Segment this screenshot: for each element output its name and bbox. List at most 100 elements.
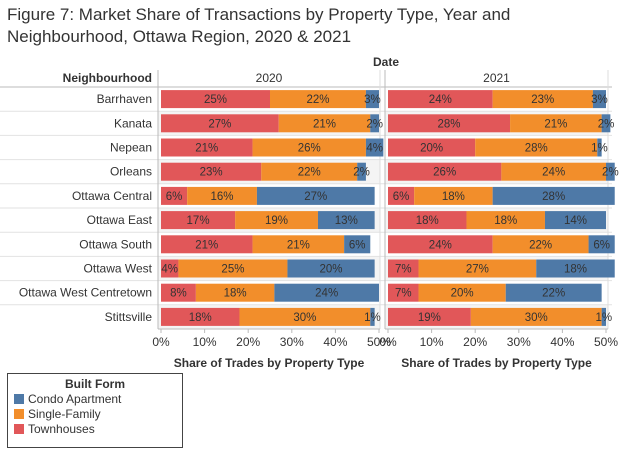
bar-2020-ottawa-central-condo-apartment (256, 186, 375, 205)
legend-label-single-family: Single-Family (28, 407, 101, 421)
bar-2021-stittsville-single-family (470, 307, 602, 326)
bar-2021-ottawa-south-condo-apartment (588, 235, 615, 254)
bar-2021-orleans-condo-apartment (606, 162, 615, 181)
data-label-2020-orleans-townhouses: 23% (200, 167, 223, 179)
bar-2021-kanata-condo-apartment (601, 114, 611, 133)
data-label-2020-ottawa-west-townhouses: 4% (161, 264, 178, 276)
legend-swatch-condo-apartment (14, 394, 24, 404)
bar-2021-barrhaven-condo-apartment (592, 90, 606, 109)
x-tick-label-2020: 20% (236, 335, 260, 349)
data-label-2020-ottawa-central-single-family: 16% (211, 191, 234, 203)
bar-2021-barrhaven-single-family (492, 90, 593, 109)
data-label-2021-ottawa-west-centretown-townhouses: 7% (395, 288, 412, 300)
x-tick-label-2021: 40% (550, 335, 574, 349)
bar-2021-orleans-townhouses (388, 162, 502, 181)
bar-2020-ottawa-west-townhouses (161, 259, 179, 278)
bar-2020-ottawa-west-centretown-single-family (195, 283, 275, 302)
row-header: Neighbourhood (63, 71, 152, 85)
bar-2021-ottawa-west-centretown-condo-apartment (505, 283, 602, 302)
bar-2021-ottawa-west-condo-apartment (536, 259, 615, 278)
bar-2021-ottawa-west-single-family (418, 259, 537, 278)
data-label-2021-nepean-condo-apartment: 1% (591, 143, 608, 155)
x-tick-label-2020: 40% (323, 335, 347, 349)
bar-2020-barrhaven-single-family (270, 90, 366, 109)
legend: Built Form Condo Apartment Single-Family… (7, 373, 183, 448)
data-label-2021-ottawa-west-townhouses: 7% (395, 264, 412, 276)
data-label-2020-kanata-townhouses: 27% (208, 118, 231, 130)
x-tick-label-2021: 10% (420, 335, 444, 349)
bar-2021-ottawa-west-townhouses (388, 259, 419, 278)
bar-2021-ottawa-east-townhouses (388, 211, 467, 230)
bar-2020-ottawa-south-townhouses (161, 235, 253, 254)
category-label-kanata: Kanata (114, 116, 152, 130)
bar-2020-nepean-townhouses (161, 138, 253, 157)
x-tick-label-2021: 50% (594, 335, 618, 349)
bar-2020-nepean-condo-apartment (365, 138, 384, 157)
bar-2020-ottawa-west-centretown-townhouses (161, 283, 196, 302)
category-label-ottawa-south: Ottawa South (79, 237, 152, 251)
legend-item-condo-apartment: Condo Apartment (14, 392, 121, 406)
bar-2020-barrhaven-condo-apartment (365, 90, 379, 109)
data-label-2021-stittsville-townhouses: 19% (418, 312, 441, 324)
bar-2020-orleans-condo-apartment (357, 162, 366, 181)
bar-2021-ottawa-east-condo-apartment (544, 211, 606, 230)
category-label-ottawa-east: Ottawa East (87, 213, 153, 227)
bar-2021-stittsville-condo-apartment (601, 307, 606, 326)
bar-2020-barrhaven-townhouses (161, 90, 270, 109)
bar-2021-nepean-condo-apartment (597, 138, 602, 157)
bar-2020-kanata-townhouses (161, 114, 279, 133)
data-label-2021-nepean-single-family: 28% (525, 143, 548, 155)
category-label-ottawa-west-centretown: Ottawa West Centretown (19, 286, 152, 300)
legend-label-townhouses: Townhouses (28, 422, 95, 436)
data-label-2021-kanata-condo-apartment: 2% (598, 118, 615, 130)
data-label-2020-ottawa-west-centretown-townhouses: 8% (170, 288, 187, 300)
data-label-2021-ottawa-east-single-family: 18% (494, 215, 517, 227)
bar-2020-stittsville-single-family (239, 307, 371, 326)
x-axis-label-2020: Share of Trades by Property Type (174, 356, 365, 370)
data-label-2021-ottawa-south-townhouses: 24% (429, 239, 452, 251)
data-label-2020-ottawa-central-condo-apartment: 27% (304, 191, 327, 203)
data-label-2021-ottawa-central-condo-apartment: 28% (542, 191, 565, 203)
data-label-2021-nepean-townhouses: 20% (420, 143, 443, 155)
legend-title: Built Form (65, 377, 125, 391)
legend-swatch-single-family (14, 409, 24, 419)
legend-label-condo-apartment: Condo Apartment (28, 392, 122, 406)
data-label-2020-kanata-condo-apartment: 2% (366, 118, 383, 130)
bar-2021-nepean-single-family (475, 138, 598, 157)
bar-2021-nepean-townhouses (388, 138, 476, 157)
bar-2020-nepean-single-family (252, 138, 366, 157)
data-label-2021-barrhaven-townhouses: 24% (429, 94, 452, 106)
category-label-nepean: Nepean (110, 141, 152, 155)
bar-2021-kanata-single-family (510, 114, 602, 133)
data-label-2020-nepean-condo-apartment: 4% (366, 143, 383, 155)
bar-2021-stittsville-townhouses (388, 307, 471, 326)
data-label-2020-stittsville-single-family: 30% (293, 312, 316, 324)
panel-header-2020: 2020 (256, 71, 283, 85)
data-label-2020-stittsville-townhouses: 18% (189, 312, 212, 324)
data-label-2020-ottawa-west-centretown-condo-apartment: 24% (315, 288, 338, 300)
bar-2021-barrhaven-townhouses (388, 90, 493, 109)
bar-2020-kanata-condo-apartment (370, 114, 379, 133)
x-tick-label-2021: 0% (379, 335, 397, 349)
data-label-2021-ottawa-west-centretown-single-family: 20% (451, 288, 474, 300)
x-tick-label-2020: 30% (280, 335, 304, 349)
data-label-2021-barrhaven-single-family: 23% (531, 94, 554, 106)
bar-2020-ottawa-central-townhouses (161, 186, 188, 205)
data-label-2021-kanata-single-family: 21% (544, 118, 567, 130)
data-label-2021-ottawa-west-condo-apartment: 18% (564, 264, 587, 276)
data-label-2020-ottawa-east-townhouses: 17% (187, 215, 210, 227)
bar-2021-orleans-single-family (501, 162, 606, 181)
bar-2021-ottawa-west-centretown-townhouses (388, 283, 419, 302)
bar-2020-stittsville-townhouses (161, 307, 240, 326)
data-label-2021-ottawa-central-single-family: 18% (442, 191, 465, 203)
data-label-2021-orleans-townhouses: 26% (433, 167, 456, 179)
bar-2020-ottawa-east-single-family (235, 211, 318, 230)
bar-2021-ottawa-central-single-family (414, 186, 493, 205)
bar-2021-ottawa-central-condo-apartment (492, 186, 615, 205)
data-label-2021-stittsville-condo-apartment: 1% (596, 312, 613, 324)
bar-2020-ottawa-east-condo-apartment (317, 211, 375, 230)
bar-2021-ottawa-south-townhouses (388, 235, 493, 254)
x-tick-label-2020: 0% (152, 335, 170, 349)
panel-header-2021: 2021 (483, 71, 510, 85)
bar-2020-ottawa-south-single-family (252, 235, 345, 254)
